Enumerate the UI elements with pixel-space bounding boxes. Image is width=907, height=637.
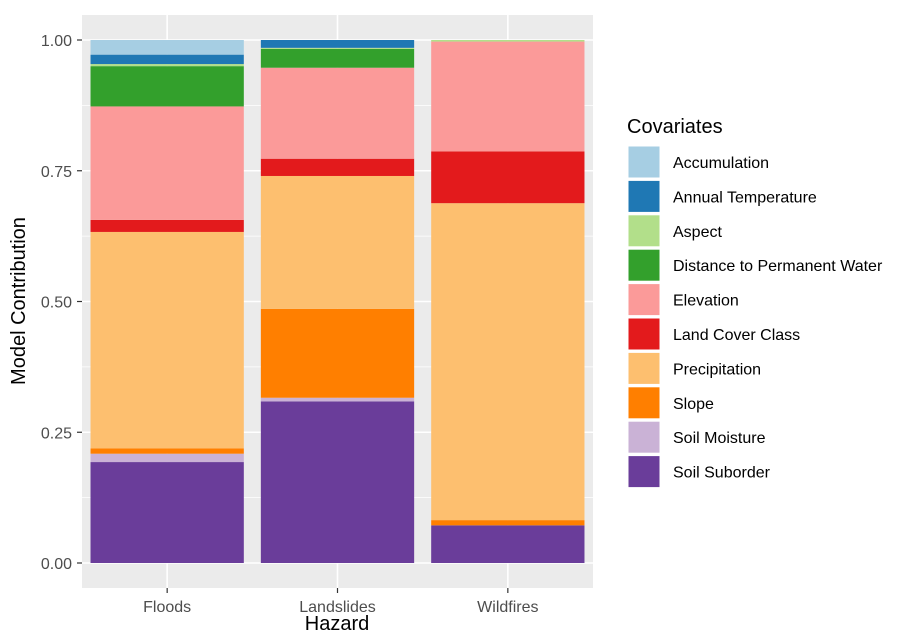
y-axis-title: Model Contribution [8, 217, 30, 385]
legend: Covariates Accumulation Annual Temperatur… [627, 116, 883, 489]
legend-swatch [627, 248, 661, 282]
y-tick-label: 0.00 [41, 556, 72, 573]
legend-swatch [627, 214, 661, 248]
legend-label: Aspect [673, 224, 722, 241]
bar-segment [431, 151, 585, 204]
bar-segment [431, 520, 585, 526]
legend-label: Soil Suborder [673, 465, 771, 482]
y-axis: 0.00 0.25 0.50 0.75 1.00 [41, 33, 82, 573]
legend-label: Accumulation [673, 155, 769, 172]
legend-swatch [627, 420, 661, 454]
bar-segment [90, 54, 244, 65]
legend-swatch [627, 283, 661, 317]
bar-segment [260, 67, 415, 159]
bar-segment [90, 106, 244, 220]
bar-segment [90, 448, 244, 454]
x-axis: Floods Landslides Wildfires [143, 588, 539, 616]
legend-label: Soil Moisture [673, 430, 766, 447]
bar-segment [90, 66, 244, 107]
bar-segment [431, 525, 585, 563]
x-tick-label: Wildfires [477, 599, 538, 616]
bar-segment [260, 47, 415, 49]
y-tick-label: 0.25 [41, 425, 72, 442]
bar-segment [90, 462, 244, 563]
legend-swatch [627, 351, 661, 385]
legend-label: Land Cover Class [673, 327, 800, 344]
x-tick-label: Landslides [299, 599, 376, 616]
bar-segment [90, 231, 244, 449]
legend-label: Annual Temperature [673, 189, 817, 206]
y-tick-label: 0.75 [41, 164, 72, 181]
bar-segment [90, 219, 244, 232]
bar-segment [260, 175, 415, 309]
bar-segment [431, 203, 585, 521]
bar-segment [260, 158, 415, 176]
bar-segment [260, 48, 415, 68]
legend-swatch [627, 455, 661, 489]
legend-label: Precipitation [673, 361, 761, 378]
bar-segment [260, 308, 415, 398]
y-tick-label: 1.00 [41, 33, 72, 50]
bar-segment [260, 401, 415, 563]
bar-segment [90, 64, 244, 67]
bar-segment [260, 40, 415, 48]
y-tick-label: 0.50 [41, 295, 72, 312]
bar-segment [260, 397, 415, 402]
legend-swatch [627, 386, 661, 420]
legend-label: Slope [673, 396, 714, 413]
legend-swatch [627, 317, 661, 351]
legend-swatch [627, 145, 661, 179]
bar-segment [90, 453, 244, 463]
x-axis-title: Hazard [305, 613, 369, 635]
bar-segment [90, 40, 244, 55]
x-tick-label: Floods [143, 599, 191, 616]
bars [90, 40, 585, 563]
legend-label: Distance to Permanent Water [673, 258, 883, 275]
legend-label: Elevation [673, 293, 739, 310]
bar-segment [431, 40, 585, 42]
legend-swatch [627, 179, 661, 213]
legend-title: Covariates [627, 116, 723, 138]
bar-segment [431, 41, 585, 152]
